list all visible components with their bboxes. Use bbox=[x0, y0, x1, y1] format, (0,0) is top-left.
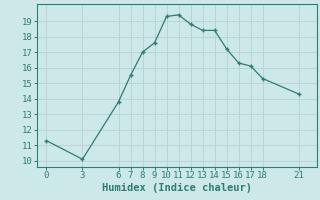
X-axis label: Humidex (Indice chaleur): Humidex (Indice chaleur) bbox=[102, 183, 252, 193]
